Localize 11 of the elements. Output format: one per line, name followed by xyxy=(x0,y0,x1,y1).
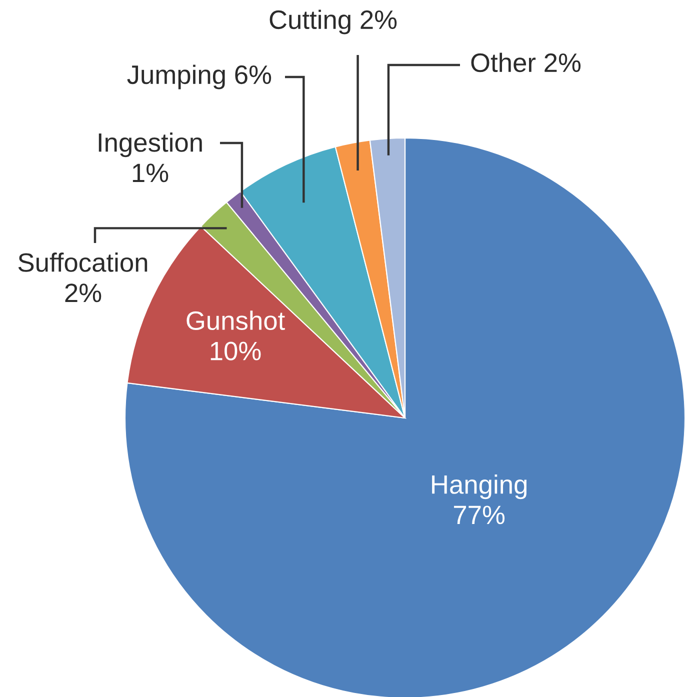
slice-label: Gunshot xyxy=(186,310,285,330)
slice-label: Jumping 6% xyxy=(127,64,272,90)
data-label: 2% xyxy=(65,284,102,302)
slice-label: Suffocation xyxy=(18,252,148,272)
slice-label: Hanging xyxy=(432,474,527,500)
data-label: 77% xyxy=(454,506,505,524)
slice-label: Ingestion xyxy=(98,132,202,158)
slice-label: Other 2% xyxy=(471,52,581,72)
slice-label: Cutting 2% xyxy=(270,10,397,34)
data-label: 10% xyxy=(210,342,261,360)
data-label: 1% xyxy=(132,164,168,182)
